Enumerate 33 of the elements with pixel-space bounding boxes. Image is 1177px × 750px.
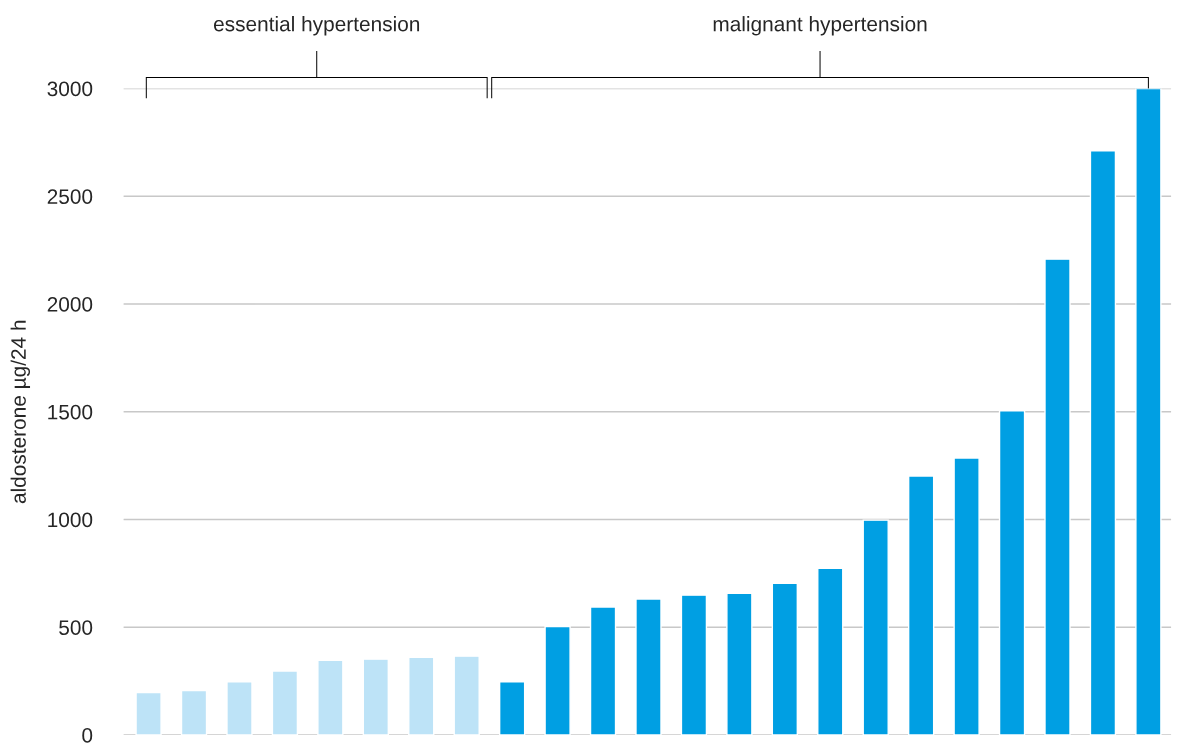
bar xyxy=(862,519,889,735)
y-tick-label: 1500 xyxy=(48,404,93,420)
bar xyxy=(1135,88,1162,735)
y-tick-label: 0 xyxy=(82,728,93,743)
bar xyxy=(1044,258,1071,735)
bar xyxy=(771,582,799,735)
y-tick-label: 2000 xyxy=(47,297,93,312)
bar xyxy=(998,410,1026,735)
text: malignant hypertension xyxy=(713,16,927,36)
bar xyxy=(726,592,753,735)
bar xyxy=(498,681,526,735)
y-tick-label: 1000 xyxy=(48,512,93,528)
bar xyxy=(135,691,162,735)
bar xyxy=(408,656,435,735)
bar xyxy=(180,689,208,735)
bar xyxy=(226,681,253,735)
bar xyxy=(907,475,935,735)
bar xyxy=(817,567,844,735)
y-axis-title: aldosterone µg/24 h xyxy=(10,320,31,504)
bar xyxy=(362,658,390,735)
bar xyxy=(271,670,299,735)
bar xyxy=(635,598,662,735)
bar xyxy=(680,594,708,735)
bar xyxy=(953,457,980,735)
y-tick-label: 3000 xyxy=(47,81,93,97)
y-tick-label: 2500 xyxy=(47,189,93,204)
text: essential hypertension xyxy=(213,16,420,36)
bar xyxy=(317,659,344,735)
bar xyxy=(1089,150,1117,735)
bar xyxy=(544,625,571,735)
bar xyxy=(589,606,617,735)
y-tick-label: 500 xyxy=(59,620,93,635)
bar xyxy=(453,655,480,735)
